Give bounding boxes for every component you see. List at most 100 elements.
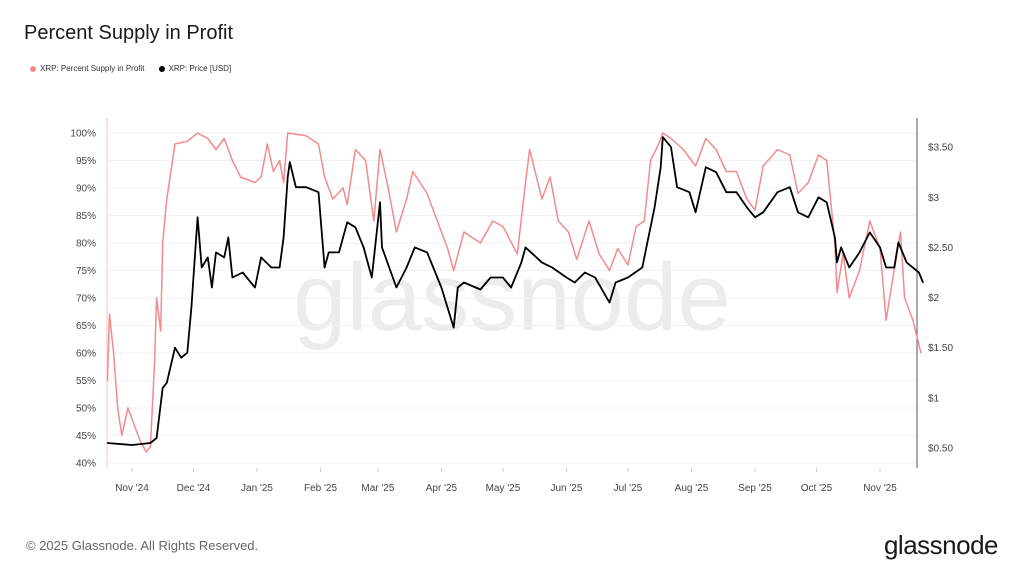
price-point [641, 266, 643, 269]
supply-point [108, 313, 111, 316]
supply-point [516, 253, 518, 255]
supply-point [387, 187, 389, 189]
supply-point [858, 269, 861, 272]
price-point [834, 236, 836, 238]
price-point [457, 286, 459, 289]
price-point [565, 276, 568, 279]
price-point [715, 171, 717, 173]
supply-point [899, 231, 902, 233]
price-point [328, 251, 330, 254]
supply-point [776, 148, 779, 151]
price-point [305, 186, 307, 188]
price-point [918, 271, 920, 274]
price-point [922, 281, 924, 284]
legend-dot-icon [30, 65, 36, 72]
price-point [746, 206, 748, 208]
supply-point [346, 203, 348, 206]
price-point [653, 206, 656, 208]
price-point [594, 276, 596, 279]
legend-label: XRP: Percent Supply in Profit [40, 64, 145, 73]
supply-point [446, 247, 449, 250]
price-point [426, 251, 428, 254]
supply-point [278, 159, 281, 162]
price-point [688, 191, 691, 193]
price-point [893, 266, 895, 269]
price-point [502, 276, 504, 279]
supply-point [836, 291, 838, 294]
legend-item-price[interactable]: XRP: Price [USD] [158, 64, 232, 73]
price-point [190, 306, 193, 309]
supply-point [133, 423, 135, 426]
supply-point [479, 242, 481, 244]
price-point [270, 266, 272, 269]
page-title: Percent Supply in Profit [24, 22, 233, 44]
supply-point [694, 165, 697, 167]
price-point [201, 266, 203, 269]
chart-legend: XRP: Percent Supply in Profit XRP: Price… [30, 64, 231, 73]
supply-point [705, 137, 707, 140]
supply-point [682, 148, 684, 151]
supply-point [254, 181, 256, 184]
supply-point [635, 225, 637, 228]
supply-point [324, 176, 326, 178]
legend-label: XRP: Price [USD] [168, 64, 232, 73]
y-left-tick-label: 85% [76, 211, 96, 222]
price-point [406, 266, 408, 269]
legend-item-supply-in-profit[interactable]: XRP: Percent Supply in Profit [30, 64, 145, 73]
price-point [215, 251, 217, 254]
supply-point [549, 176, 551, 178]
supply-point [492, 220, 494, 222]
x-tick-label: Oct '25 [801, 483, 833, 494]
y-left-tick-label: 80% [76, 239, 96, 250]
price-point [242, 271, 244, 274]
price-point [324, 266, 326, 269]
supply-point [240, 176, 242, 178]
x-tick-label: May '25 [486, 483, 521, 494]
price-point [295, 186, 297, 188]
glassnode-logo[interactable]: glassnode [883, 530, 999, 560]
x-tick-label: Jan '25 [241, 483, 273, 494]
supply-point [797, 192, 799, 195]
price-point [879, 246, 881, 248]
x-tick-label: Nov '25 [863, 483, 897, 494]
price-point [223, 256, 225, 259]
price-point [510, 286, 512, 289]
price-point [346, 221, 348, 223]
y-right-tick-label: $3 [928, 193, 940, 204]
supply-point [117, 407, 119, 409]
y-right-tick-label: $0.50 [928, 444, 953, 455]
price-point [283, 236, 285, 238]
price-point [670, 146, 672, 148]
supply-point [608, 269, 611, 272]
price-point [705, 166, 707, 168]
price-point [869, 231, 871, 233]
price-point [211, 286, 213, 289]
price-point [453, 327, 455, 329]
price-point [541, 261, 543, 264]
price-point [551, 266, 553, 269]
supply-point [342, 187, 344, 189]
supply-point [789, 154, 791, 156]
supply-point [149, 445, 152, 448]
price-point [694, 211, 697, 213]
supply-point [231, 159, 234, 162]
supply-point [627, 264, 629, 266]
price-point [371, 276, 373, 279]
price-point [627, 276, 629, 279]
price-point [106, 442, 109, 444]
supply-point [463, 231, 465, 233]
x-tick-label: Mar '25 [361, 483, 394, 494]
supply-point [576, 258, 578, 261]
price-point [608, 301, 611, 304]
y-left-tick-label: 70% [76, 294, 96, 305]
price-point [574, 281, 576, 284]
supply-point [598, 253, 600, 255]
price-point [166, 382, 168, 384]
supply-point [139, 440, 141, 442]
supply-point [643, 220, 645, 222]
supply-point [567, 231, 570, 233]
price-point [155, 437, 158, 439]
price-point [131, 444, 133, 446]
supply-point [426, 192, 428, 195]
y-right-tick-label: $1.50 [928, 343, 953, 354]
